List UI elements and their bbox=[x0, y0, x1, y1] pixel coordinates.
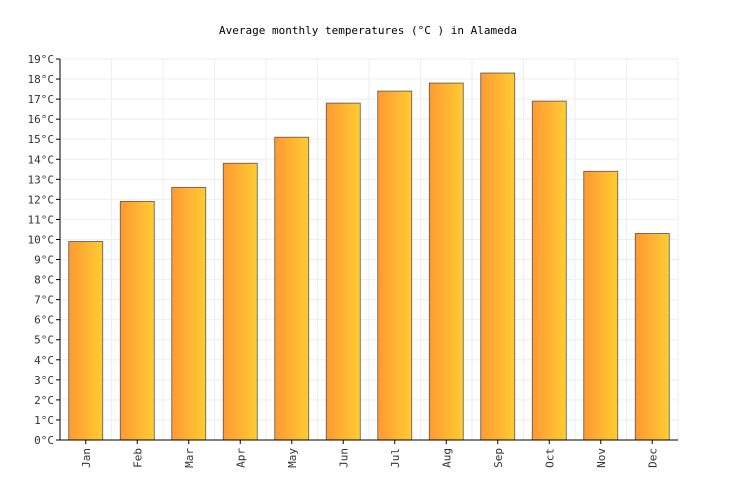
y-tick-label: 4°C bbox=[34, 354, 54, 367]
x-tick-label: Oct bbox=[543, 448, 556, 468]
y-tick-label: 12°C bbox=[28, 193, 55, 206]
x-tick-label: Aug bbox=[440, 448, 453, 468]
y-tick-label: 11°C bbox=[28, 213, 55, 226]
bars-layer bbox=[68, 72, 670, 441]
x-tick-label: Mar bbox=[183, 448, 196, 468]
bar-apr bbox=[222, 162, 258, 441]
y-tick-label: 18°C bbox=[28, 73, 55, 86]
x-tick-label: Apr bbox=[234, 448, 247, 468]
x-tick-label: Dec bbox=[646, 448, 659, 468]
x-tick-label: May bbox=[286, 448, 299, 468]
bar-may bbox=[274, 136, 310, 441]
bar-sep bbox=[480, 72, 516, 441]
x-tick-label: Feb bbox=[131, 448, 144, 468]
y-tick-label: 13°C bbox=[28, 173, 55, 186]
y-tick-label: 8°C bbox=[34, 274, 54, 287]
bar-mar bbox=[171, 186, 207, 441]
bar-jan bbox=[68, 241, 104, 441]
y-tick-label: 19°C bbox=[28, 53, 55, 66]
bar-jul bbox=[377, 90, 413, 441]
y-tick-label: 16°C bbox=[28, 113, 55, 126]
bar-aug bbox=[428, 82, 464, 441]
x-tick-label: Nov bbox=[595, 448, 608, 468]
grid-layer bbox=[60, 58, 679, 440]
y-tick-label: 2°C bbox=[34, 394, 54, 407]
y-tick-label: 3°C bbox=[34, 374, 54, 387]
y-tick-label: 14°C bbox=[28, 153, 55, 166]
bar-jun bbox=[325, 102, 361, 441]
bar-feb bbox=[119, 200, 155, 441]
y-tick-label: 15°C bbox=[28, 133, 55, 146]
y-tick-label: 5°C bbox=[34, 334, 54, 347]
x-tick-label: Sep bbox=[492, 448, 505, 468]
x-tick-labels: Jan Feb Mar Apr May Jun Jul Aug Sep Oct Nov Dec bbox=[80, 448, 660, 468]
x-tick-label: Jun bbox=[337, 448, 350, 468]
y-tick-label: 9°C bbox=[34, 254, 54, 267]
y-tick-label: 6°C bbox=[34, 314, 54, 327]
x-tick-label: Jul bbox=[389, 448, 402, 468]
axis-layer bbox=[56, 58, 678, 444]
chart-title: Average monthly temperatures (°C ) in Al… bbox=[219, 24, 517, 37]
x-tick-label: Jan bbox=[80, 448, 93, 468]
bar-dec bbox=[634, 233, 670, 441]
y-tick-label: 1°C bbox=[34, 414, 54, 427]
bar-nov bbox=[583, 170, 619, 441]
y-tick-label: 10°C bbox=[28, 233, 55, 246]
bar-oct bbox=[531, 100, 567, 441]
y-tick-labels: 0°C 1°C 2°C 3°C 4°C 5°C 6°C 7°C 8°C 9°C 10°C 11°C 12… bbox=[28, 53, 55, 447]
y-tick-label: 0°C bbox=[34, 434, 54, 447]
y-tick-label: 7°C bbox=[34, 294, 54, 307]
y-tick-label: 17°C bbox=[28, 93, 55, 106]
